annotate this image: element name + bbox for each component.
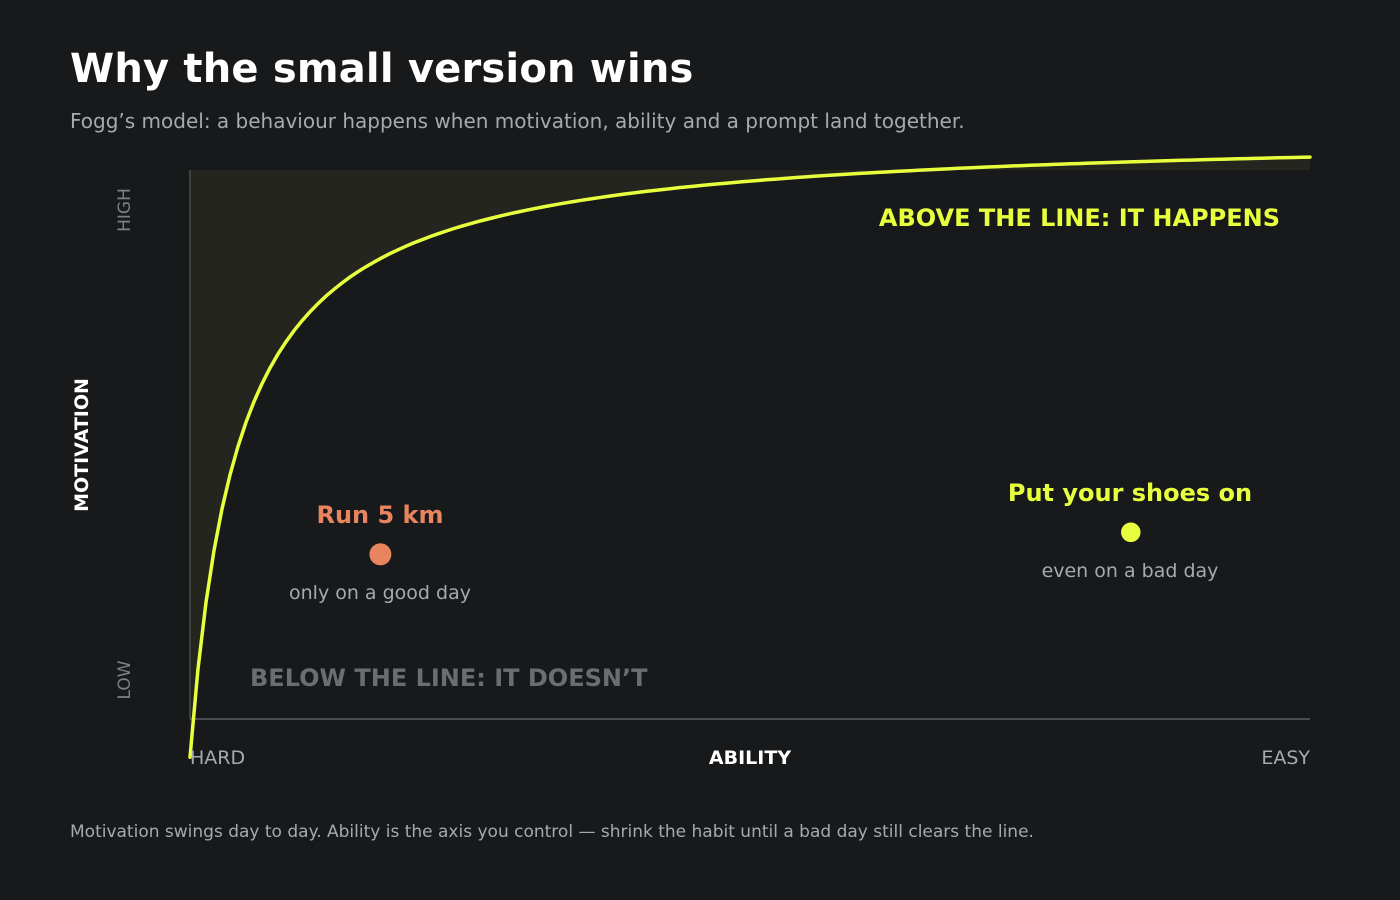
action-line-curve [188,155,1312,760]
page-title: Why the small version wins [70,46,694,92]
footnote: Motivation swings day to day. Ability is… [70,822,1034,842]
above-region-label: ABOVE THE LINE: IT HAPPENS [879,204,1280,232]
y-axis-high-label: HIGH [115,188,135,232]
shoes-point-marker [1118,520,1144,545]
y-axis-low-label: LOW [115,660,135,699]
shoes-point-note: even on a bad day [1042,560,1219,582]
y-axis-label: MOTIVATION [71,378,93,512]
above-the-line-region [190,157,1310,758]
below-region-label: BELOW THE LINE: IT DOESN’T [250,664,648,692]
run-point-marker [369,543,392,566]
shoes-point-label: Put your shoes on [1008,479,1252,507]
page-subtitle: Fogg’s model: a behaviour happens when m… [70,109,965,133]
run-point-label: Run 5 km [316,501,443,529]
x-axis-hard-label: HARD [190,747,245,769]
x-axis-easy-label: EASY [1261,747,1310,769]
shoes-point-group: Put your shoes on even on a bad day [1008,479,1252,582]
run-point-group: Run 5 km only on a good day [289,501,471,604]
x-axis-label: ABILITY [709,747,791,769]
run-point-note: only on a good day [289,582,471,604]
